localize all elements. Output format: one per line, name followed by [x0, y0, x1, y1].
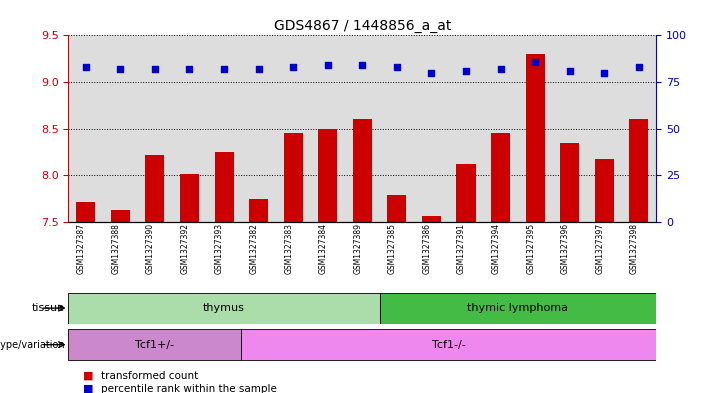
Text: GSM1327393: GSM1327393	[215, 223, 224, 274]
Text: GSM1327398: GSM1327398	[630, 223, 639, 274]
Text: ■: ■	[83, 384, 94, 393]
Bar	[345, 35, 379, 222]
Text: percentile rank within the sample: percentile rank within the sample	[101, 384, 277, 393]
Bar	[76, 202, 95, 222]
Text: thymic lymphoma: thymic lymphoma	[467, 303, 568, 313]
Point	[598, 70, 610, 76]
Text: GSM1327384: GSM1327384	[319, 223, 328, 274]
Text: GSM1327395: GSM1327395	[526, 223, 535, 274]
Bar	[311, 35, 345, 222]
Bar	[422, 215, 441, 222]
Text: GSM1327389: GSM1327389	[353, 223, 363, 274]
Bar	[448, 35, 483, 222]
Point	[218, 66, 230, 72]
Bar	[276, 35, 311, 222]
Bar	[629, 119, 648, 222]
Bar	[552, 35, 587, 222]
Point	[425, 70, 437, 76]
Text: thymus: thymus	[203, 303, 245, 313]
Bar	[318, 129, 337, 222]
Bar	[595, 158, 614, 222]
Text: GSM1327391: GSM1327391	[457, 223, 466, 274]
Bar	[526, 54, 544, 222]
Bar	[379, 293, 656, 323]
Text: Tcf1-/-: Tcf1-/-	[432, 340, 466, 350]
Text: GSM1327388: GSM1327388	[111, 223, 120, 274]
Bar	[483, 35, 518, 222]
Bar	[68, 329, 242, 360]
Bar	[387, 195, 407, 222]
Title: GDS4867 / 1448856_a_at: GDS4867 / 1448856_a_at	[273, 19, 451, 33]
Point	[149, 66, 161, 72]
Text: GSM1327385: GSM1327385	[388, 223, 397, 274]
Point	[357, 62, 368, 68]
Bar	[215, 152, 234, 222]
Point	[322, 62, 334, 68]
Bar	[456, 164, 476, 222]
Text: GSM1327390: GSM1327390	[146, 223, 155, 274]
Bar	[207, 35, 242, 222]
Bar	[242, 329, 656, 360]
Point	[253, 66, 265, 72]
Bar	[68, 35, 103, 222]
Text: GSM1327383: GSM1327383	[284, 223, 293, 274]
Bar	[242, 35, 276, 222]
Bar	[249, 199, 268, 222]
Bar	[172, 35, 207, 222]
Bar	[622, 35, 656, 222]
Text: GSM1327392: GSM1327392	[180, 223, 190, 274]
Bar	[587, 35, 622, 222]
Bar	[283, 133, 303, 222]
Point	[391, 64, 402, 70]
Point	[288, 64, 299, 70]
Text: transformed count: transformed count	[101, 371, 198, 381]
Bar	[103, 35, 138, 222]
Point	[115, 66, 126, 72]
Bar	[68, 293, 379, 323]
Bar	[491, 133, 510, 222]
Bar	[111, 210, 130, 222]
Text: ■: ■	[83, 371, 94, 381]
Text: Tcf1+/-: Tcf1+/-	[136, 340, 174, 350]
Text: tissue: tissue	[32, 303, 65, 313]
Bar	[353, 119, 372, 222]
Bar	[379, 35, 414, 222]
Point	[529, 58, 541, 64]
Point	[80, 64, 92, 70]
Text: GSM1327382: GSM1327382	[249, 223, 259, 274]
Point	[495, 66, 506, 72]
Point	[184, 66, 195, 72]
Text: GSM1327397: GSM1327397	[596, 223, 604, 274]
Bar	[146, 155, 164, 222]
Text: GSM1327396: GSM1327396	[561, 223, 570, 274]
Bar	[560, 143, 579, 222]
Text: GSM1327387: GSM1327387	[76, 223, 86, 274]
Text: GSM1327394: GSM1327394	[492, 223, 500, 274]
Point	[460, 68, 472, 74]
Bar	[414, 35, 448, 222]
Point	[633, 64, 645, 70]
Point	[564, 68, 575, 74]
Bar	[180, 174, 199, 222]
Text: genotype/variation: genotype/variation	[0, 340, 65, 350]
Bar	[518, 35, 552, 222]
Bar	[138, 35, 172, 222]
Text: GSM1327386: GSM1327386	[423, 223, 431, 274]
